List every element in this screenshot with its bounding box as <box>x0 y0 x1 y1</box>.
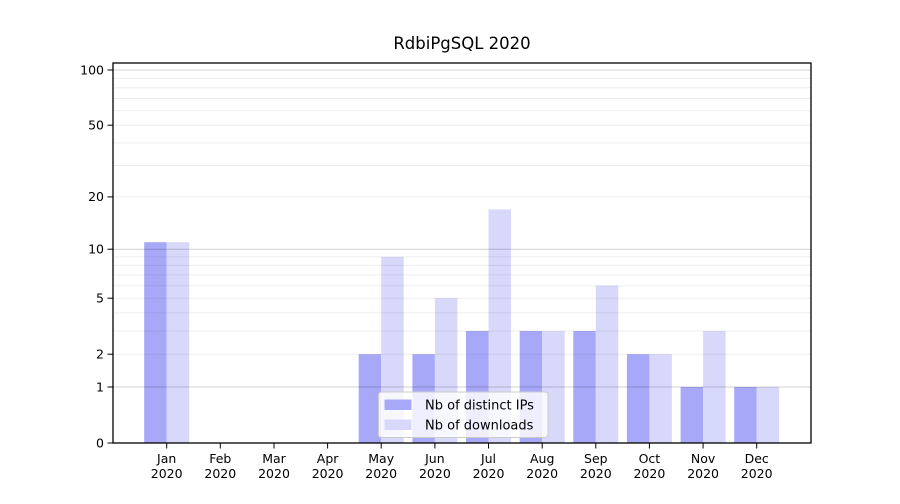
x-tick-label-year: 2020 <box>258 466 290 481</box>
legend-label-downloads: Nb of downloads <box>425 419 534 434</box>
x-tick-label-month: Jul <box>480 451 496 466</box>
bar-downloads-oct <box>649 354 672 443</box>
bar-downloads-dec <box>756 387 780 443</box>
bar-ips-dec <box>734 387 757 443</box>
x-tick-label-month: Oct <box>639 451 661 466</box>
plot-frame <box>112 62 812 444</box>
bar-ips-jan <box>144 242 167 443</box>
x-tick-label-year: 2020 <box>633 466 665 481</box>
y-tick-label: 1 <box>96 379 104 394</box>
bar-downloads-nov <box>703 331 726 443</box>
x-tick-label-year: 2020 <box>526 466 558 481</box>
x-tick-label-month: Feb <box>209 451 231 466</box>
x-tick-label-year: 2020 <box>204 466 236 481</box>
bar-ips-oct <box>626 354 650 443</box>
legend: Nb of distinct IPs Nb of downloads <box>378 391 549 438</box>
y-tick-label: 100 <box>80 62 104 77</box>
x-tick-label-year: 2020 <box>473 466 505 481</box>
legend-swatch-distinct-ips <box>384 399 412 410</box>
bar-ips-sep <box>573 331 596 443</box>
x-tick-label-month: Sep <box>584 451 608 466</box>
x-tick-label-month: Jan <box>156 451 176 466</box>
y-tick-label: 2 <box>96 347 104 362</box>
x-tick-label-year: 2020 <box>580 466 612 481</box>
x-tick-label-year: 2020 <box>419 466 451 481</box>
bar-downloads-sep <box>595 285 619 443</box>
x-tick-label-year: 2020 <box>687 466 719 481</box>
x-tick-label-month: May <box>368 451 394 466</box>
x-tick-label-year: 2020 <box>741 466 773 481</box>
x-tick-label-year: 2020 <box>365 466 397 481</box>
legend-swatch-downloads <box>384 419 412 430</box>
y-tick-label: 10 <box>88 242 104 257</box>
legend-label-distinct-ips: Nb of distinct IPs <box>425 399 534 414</box>
x-tick-label-month: Jun <box>424 451 445 466</box>
x-tick-label-month: Nov <box>691 451 716 466</box>
x-tick-label-month: Dec <box>745 451 769 466</box>
x-tick-label-month: Aug <box>530 451 554 466</box>
bar-downloads-jul <box>488 209 511 443</box>
bar-downloads-jan <box>166 242 190 443</box>
x-tick-label-month: Mar <box>262 451 286 466</box>
x-tick-label-month: Apr <box>317 451 339 466</box>
legend-box <box>378 391 549 438</box>
chart-title: RdbiPgSQL 2020 <box>393 34 530 53</box>
y-tick-label: 20 <box>88 189 104 204</box>
bar-ips-nov <box>680 387 704 443</box>
y-tick-label: 5 <box>96 291 104 306</box>
x-tick-label-year: 2020 <box>151 466 183 481</box>
y-tick-label: 0 <box>96 435 104 450</box>
bar-ips-may <box>358 354 382 443</box>
y-tick-label: 50 <box>88 118 104 133</box>
x-tick-label-year: 2020 <box>312 466 344 481</box>
